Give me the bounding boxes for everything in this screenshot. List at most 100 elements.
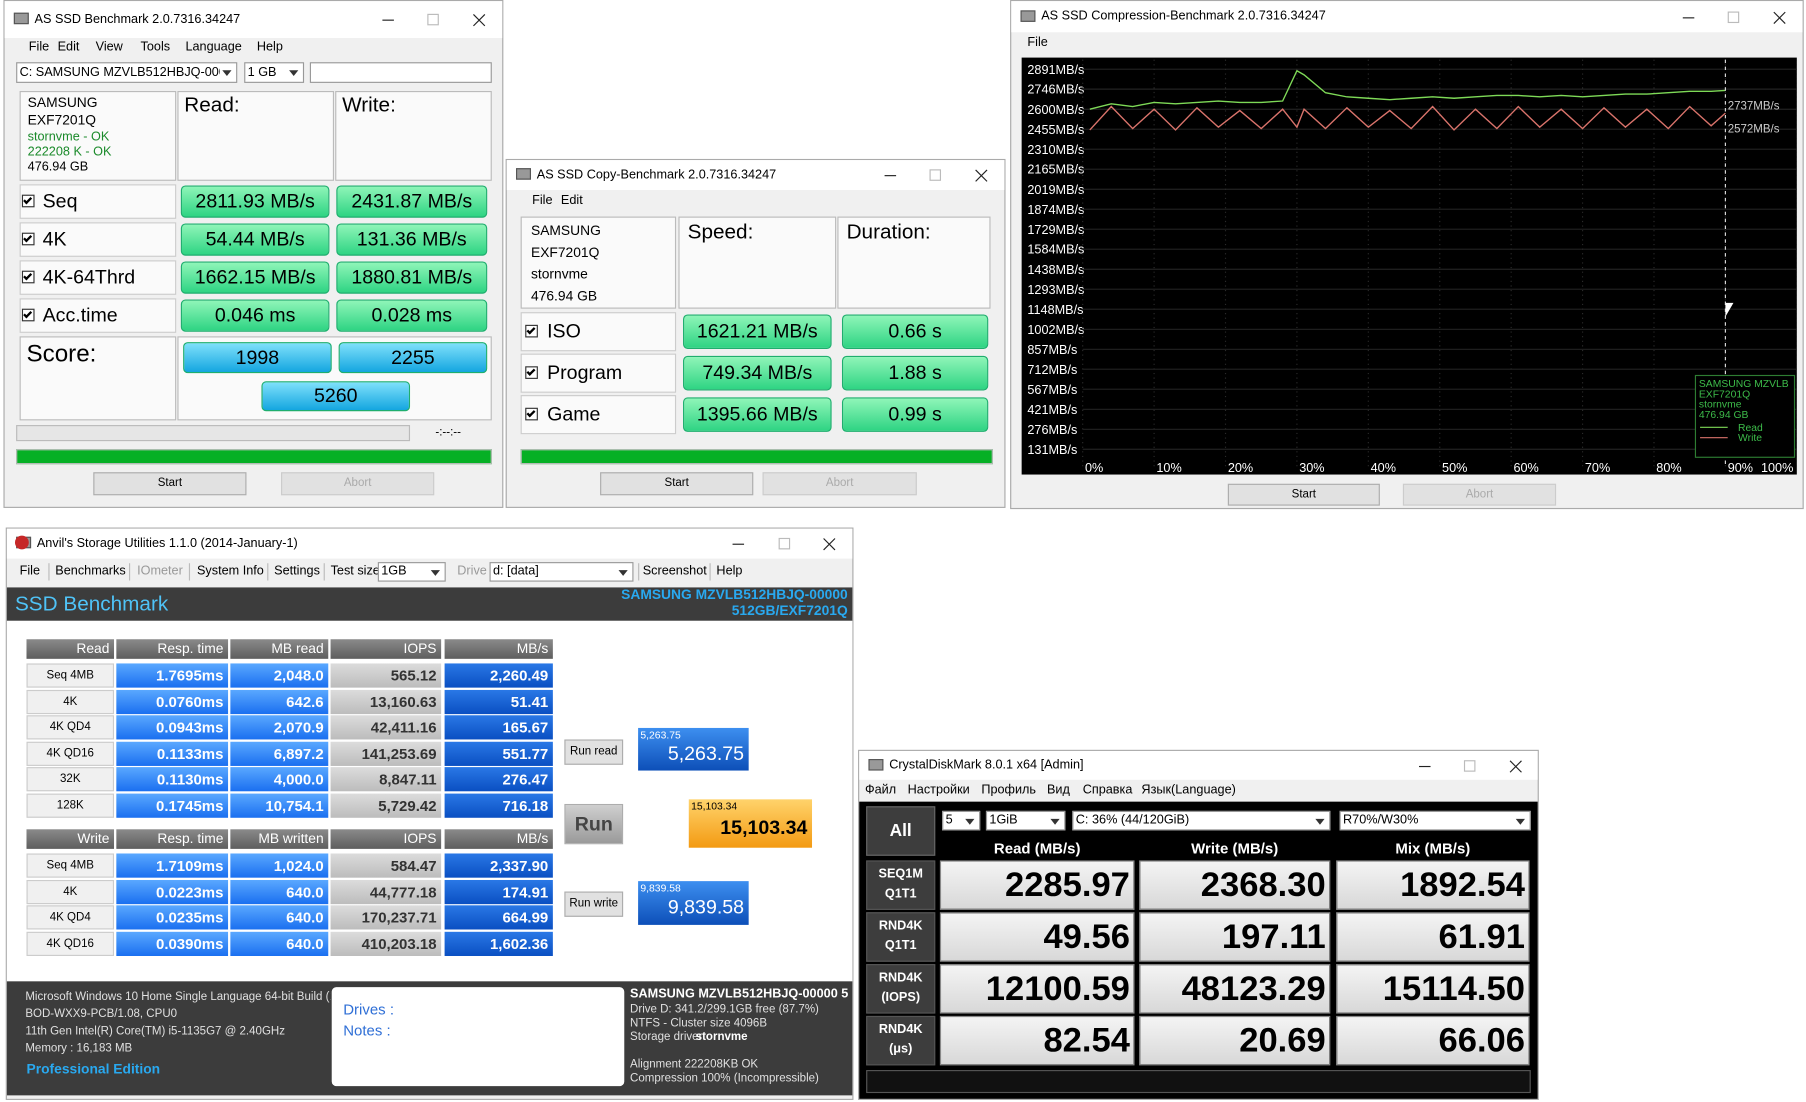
menu-item[interactable]: Language bbox=[185, 40, 242, 55]
menu-item[interactable]: Edit bbox=[560, 193, 583, 208]
menu-item[interactable]: Профиль bbox=[981, 783, 1037, 798]
combo-arrow bbox=[1315, 818, 1325, 825]
menu-item[interactable]: Test size bbox=[330, 564, 380, 579]
app-icon bbox=[868, 758, 884, 770]
read-result bbox=[180, 261, 330, 294]
column-header-cell bbox=[116, 639, 229, 659]
menu-item[interactable]: Screenshot bbox=[642, 564, 707, 579]
speed-result-text: 749.34 MB/s bbox=[702, 361, 813, 384]
menu-item[interactable]: Help bbox=[716, 564, 743, 579]
menu-item[interactable]: IOmeter bbox=[137, 564, 183, 579]
maximize-button[interactable] bbox=[427, 13, 439, 26]
cell bbox=[330, 689, 442, 714]
combo-box[interactable] bbox=[942, 810, 981, 831]
all-button[interactable] bbox=[866, 806, 936, 856]
menu-item[interactable]: Файл bbox=[865, 783, 897, 798]
legend-label: Write bbox=[1738, 433, 1762, 444]
cell bbox=[230, 663, 329, 688]
result-cell bbox=[1336, 860, 1530, 910]
menu-item[interactable]: Язык(Language) bbox=[1141, 783, 1236, 798]
checkbox[interactable] bbox=[525, 324, 538, 338]
cell bbox=[444, 793, 553, 818]
button[interactable] bbox=[564, 891, 624, 917]
all-label[interactable]: All bbox=[889, 821, 912, 841]
minimize-button[interactable] bbox=[884, 175, 897, 177]
result-value: 165.67 bbox=[502, 718, 549, 737]
minimize-button[interactable] bbox=[732, 543, 745, 545]
button[interactable] bbox=[1402, 483, 1557, 506]
comment-bar[interactable] bbox=[866, 1070, 1531, 1094]
drive-info: SAMSUNG MZVLB512HBJQ-00000 512G bbox=[630, 987, 849, 1001]
row-label-cell[interactable] bbox=[866, 1015, 936, 1066]
combo-box[interactable] bbox=[377, 562, 446, 582]
drive-info: EXF7201Q bbox=[530, 244, 600, 261]
checkbox[interactable] bbox=[21, 232, 35, 246]
maximize-button[interactable] bbox=[1727, 10, 1740, 23]
combo-box[interactable] bbox=[489, 562, 634, 582]
checkbox[interactable] bbox=[21, 308, 35, 322]
menu-item[interactable]: System Info bbox=[196, 564, 264, 579]
menu-item[interactable]: Settings bbox=[274, 564, 320, 579]
button[interactable] bbox=[564, 739, 624, 765]
cell bbox=[230, 715, 329, 740]
menu-item[interactable]: View bbox=[95, 40, 123, 55]
row-label-panel bbox=[520, 353, 677, 393]
row-label-cell[interactable] bbox=[866, 860, 936, 910]
menu-item[interactable]: Drive bbox=[457, 564, 487, 579]
score-value: 5,263.75 bbox=[667, 742, 745, 765]
combo-box[interactable] bbox=[16, 62, 238, 83]
menu-item[interactable]: File bbox=[532, 193, 553, 208]
button[interactable] bbox=[600, 472, 754, 496]
menu-item[interactable]: File bbox=[28, 40, 50, 55]
cell bbox=[116, 689, 229, 714]
write-result-text: 0.028 ms bbox=[371, 304, 453, 326]
x-tick-label: 40% bbox=[1371, 461, 1396, 474]
row-label: ISO bbox=[547, 320, 581, 343]
menu-item[interactable]: Настройки bbox=[907, 783, 970, 798]
button[interactable] bbox=[281, 472, 435, 496]
cell bbox=[230, 931, 329, 956]
column-header-cell bbox=[230, 829, 329, 849]
checkbox[interactable] bbox=[525, 407, 538, 421]
button[interactable] bbox=[762, 472, 917, 496]
button-label: Abort bbox=[1465, 488, 1494, 502]
minimize-button[interactable] bbox=[1682, 16, 1695, 18]
result-value: 1892.54 bbox=[1400, 866, 1525, 905]
drive-info: SAMSUNG bbox=[530, 222, 601, 239]
menu-item[interactable]: File bbox=[1027, 35, 1048, 50]
menu-item[interactable]: File bbox=[19, 564, 41, 579]
menu-item[interactable]: Справка bbox=[1082, 783, 1133, 798]
text-box[interactable] bbox=[309, 62, 492, 83]
checkbox[interactable] bbox=[21, 194, 35, 208]
menu-item[interactable]: Tools bbox=[140, 40, 171, 55]
score-small: 5,263.75 bbox=[640, 729, 681, 741]
checkbox[interactable] bbox=[21, 270, 35, 284]
result-value: 642.6 bbox=[286, 692, 324, 711]
checkbox[interactable] bbox=[525, 366, 538, 379]
menu-item[interactable]: Edit bbox=[57, 40, 80, 55]
drive-info: stornvme bbox=[695, 1030, 748, 1044]
minimize-button[interactable] bbox=[382, 19, 394, 21]
row-label: 4K bbox=[63, 695, 78, 708]
minimize-button[interactable] bbox=[1419, 765, 1431, 767]
drive-info: Compression 100% (Incompressible) bbox=[630, 1072, 819, 1085]
combo-box[interactable] bbox=[1072, 810, 1331, 831]
maximize-button[interactable] bbox=[1463, 759, 1476, 772]
menu-item[interactable]: Вид bbox=[1046, 783, 1070, 798]
button[interactable] bbox=[564, 803, 624, 845]
row-label-cell[interactable] bbox=[866, 964, 936, 1014]
combo-box[interactable] bbox=[1339, 810, 1531, 831]
maximize-button[interactable] bbox=[778, 537, 791, 550]
result-value: 2,337.90 bbox=[489, 856, 549, 875]
menu-item[interactable]: Help bbox=[256, 40, 283, 55]
result-value: 5,729.42 bbox=[378, 797, 437, 815]
maximize-button[interactable] bbox=[929, 169, 942, 181]
cell bbox=[330, 663, 442, 688]
row-label-cell[interactable] bbox=[866, 912, 936, 962]
combo-box[interactable] bbox=[244, 62, 305, 83]
combo-box[interactable] bbox=[985, 810, 1066, 831]
button[interactable] bbox=[1227, 483, 1380, 506]
menu-item[interactable]: Benchmarks bbox=[55, 564, 126, 579]
button[interactable] bbox=[93, 472, 247, 496]
panel bbox=[19, 336, 177, 421]
